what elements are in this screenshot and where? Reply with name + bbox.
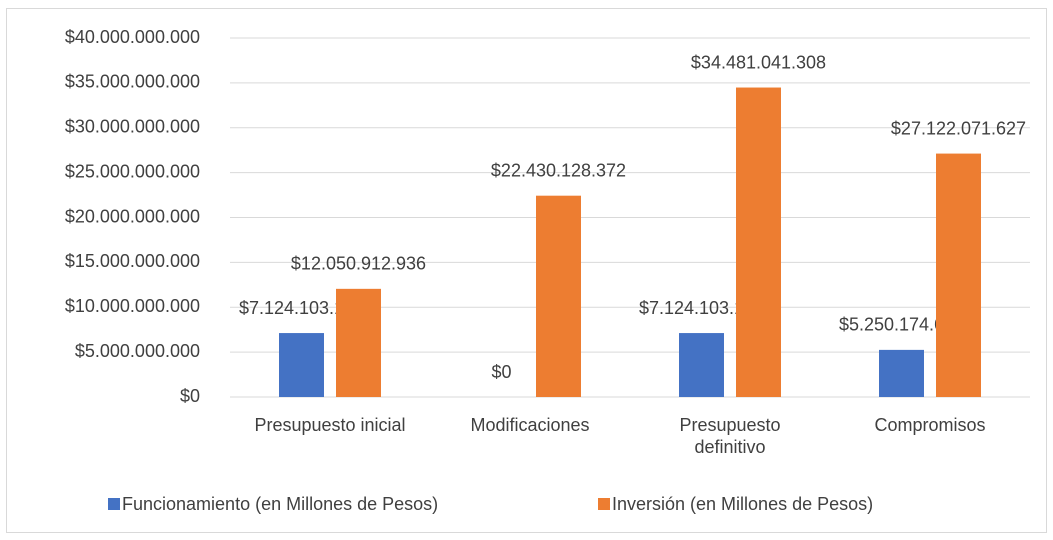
y-tick-label: $35.000.000.000: [65, 72, 200, 92]
bar: [879, 349, 924, 397]
data-label: $0: [491, 362, 511, 382]
data-label: $7.124.103.163: [239, 298, 364, 318]
legend-swatch: [108, 498, 120, 510]
bar: [536, 195, 581, 397]
x-tick-label: Modificaciones: [470, 415, 590, 435]
chart-border: [6, 8, 1047, 533]
legend-swatch: [598, 498, 610, 510]
y-tick-label: $30.000.000.000: [65, 117, 200, 137]
data-label: $22.430.128.372: [491, 160, 626, 180]
data-label: $12.050.912.936: [291, 254, 426, 274]
y-tick-label: $20.000.000.000: [65, 206, 200, 226]
x-tick-label: Compromisos: [874, 415, 986, 435]
x-tick-label: Presupuesto definitivo: [679, 415, 781, 457]
legend-label: Inversión (en Millones de Pesos): [612, 494, 873, 514]
bar: [679, 333, 724, 397]
y-tick-label: $10.000.000.000: [65, 296, 200, 316]
y-tick-label: $15.000.000.000: [65, 251, 200, 271]
bar: [336, 288, 381, 397]
legend-label: Funcionamiento (en Millones de Pesos): [122, 494, 438, 514]
y-tick-label: $25.000.000.000: [65, 161, 200, 181]
bar: [936, 153, 981, 397]
data-label: $5.250.174.620: [839, 315, 964, 335]
y-tick-label: $40.000.000.000: [65, 27, 200, 47]
data-label: $27.122.071.627: [891, 118, 1026, 138]
bar: [736, 87, 781, 397]
x-tick-label: Presupuesto inicial: [254, 415, 406, 435]
data-label: $7.124.103.163: [639, 298, 764, 318]
y-tick-label: $5.000.000.000: [75, 341, 200, 361]
bar: [279, 333, 324, 397]
data-label: $34.481.041.308: [691, 52, 826, 72]
y-tick-label: $0: [180, 386, 200, 406]
